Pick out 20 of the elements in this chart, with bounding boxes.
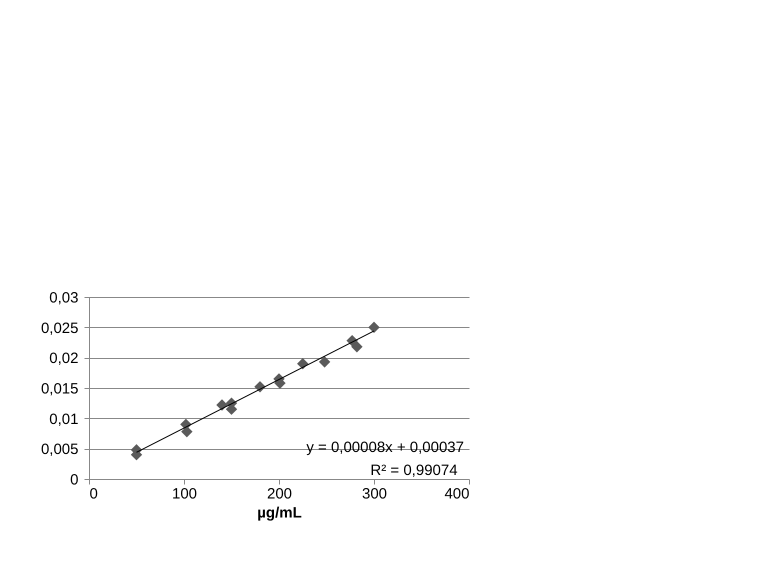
- annotation: R² = 0,99074: [370, 462, 458, 479]
- y-tick-label: 0,025: [40, 320, 78, 337]
- point: [368, 322, 380, 334]
- y-tick-label: 0,015: [40, 380, 78, 398]
- point: [297, 358, 308, 370]
- y-tick-label: 0,005: [40, 441, 78, 458]
- x-tick-label: 400: [444, 486, 470, 502]
- annotation: y = 0,00008x + 0,00037: [306, 439, 464, 456]
- x-tick-label: 0: [90, 486, 98, 502]
- y-tick-label: 0: [70, 472, 78, 488]
- point: [318, 356, 330, 368]
- x-tick-label: 300: [362, 486, 388, 502]
- y-tick-label: 0,03: [49, 290, 78, 306]
- x-tick-label: 200: [266, 486, 292, 502]
- point: [216, 399, 228, 411]
- point: [351, 341, 363, 352]
- x-axis-title: µg/mL: [257, 504, 302, 522]
- y-tick-label: 0,01: [49, 410, 78, 428]
- y-tick-label: 0,02: [49, 350, 78, 368]
- x-tick-label: 100: [172, 486, 198, 502]
